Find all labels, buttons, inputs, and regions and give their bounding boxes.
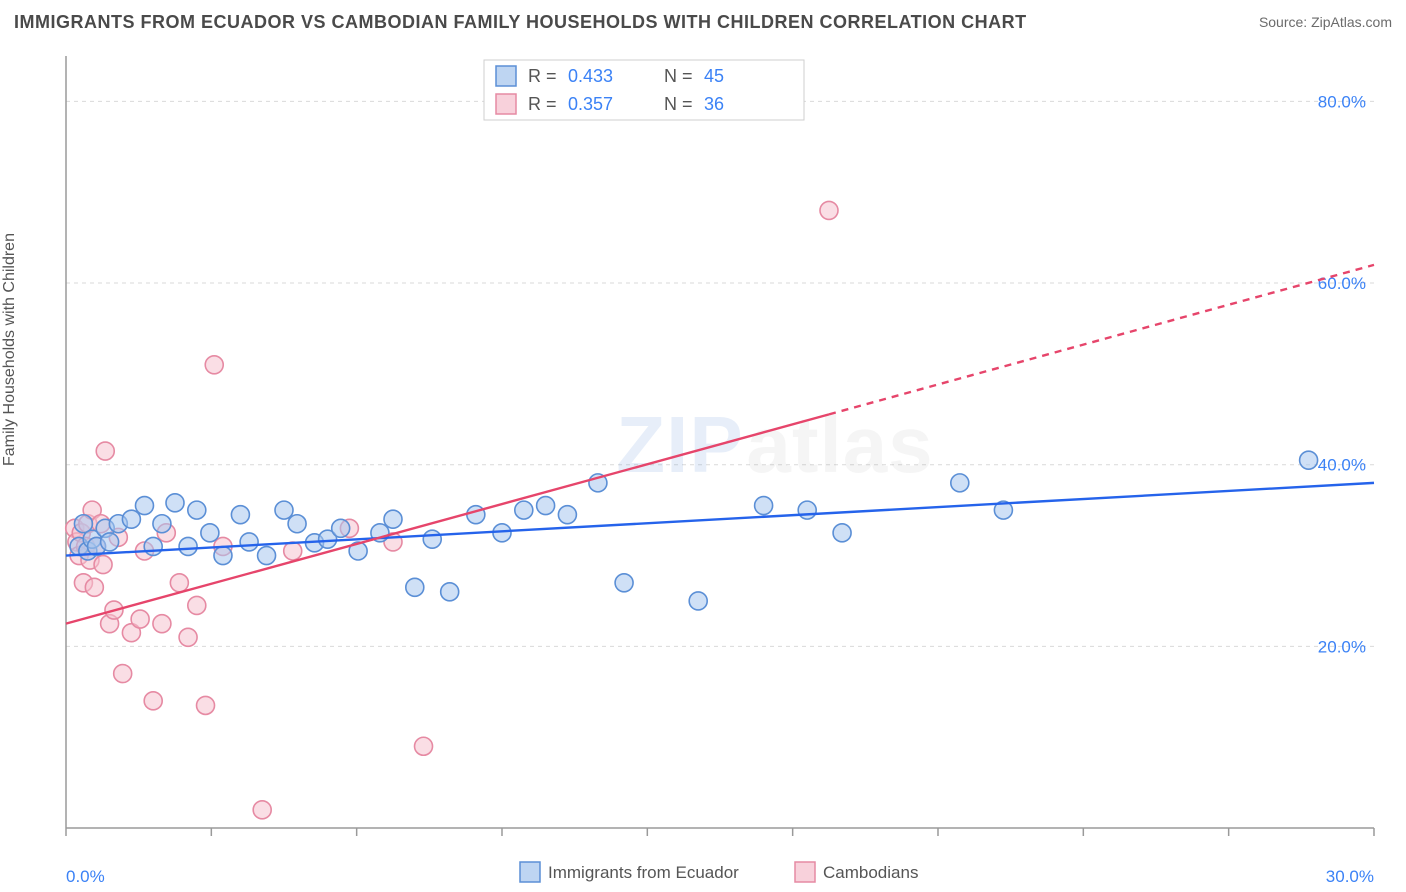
data-point-ecuador <box>288 515 306 533</box>
legend-n-value: 45 <box>704 66 724 86</box>
chart-svg: 20.0% 40.0% 60.0% 80.0% ZIPatlas 0.0% 30.0% R =… <box>14 46 1392 886</box>
data-point-ecuador <box>558 506 576 524</box>
data-point-cambodian <box>85 578 103 596</box>
data-point-ecuador <box>755 497 773 515</box>
correlation-chart: Family Households with Children 20.0%40.… <box>14 46 1392 886</box>
data-point-ecuador <box>231 506 249 524</box>
data-point-ecuador <box>1300 451 1318 469</box>
y-tick-label: 40.0% <box>1318 456 1366 475</box>
data-point-cambodian <box>820 201 838 219</box>
data-point-cambodian <box>188 596 206 614</box>
data-point-ecuador <box>188 501 206 519</box>
data-point-ecuador <box>101 533 119 551</box>
data-point-cambodian <box>197 696 215 714</box>
data-point-ecuador <box>122 510 140 528</box>
y-tick-label: 80.0% <box>1318 92 1366 111</box>
watermark: ZIP <box>616 400 743 489</box>
data-point-ecuador <box>166 494 184 512</box>
data-point-ecuador <box>332 519 350 537</box>
x-legend-label: Cambodians <box>823 863 918 882</box>
x-legend-swatch-ecuador <box>520 862 540 882</box>
source-label: Source: <box>1259 14 1311 30</box>
data-point-ecuador <box>689 592 707 610</box>
x-tick-label: 0.0% <box>66 867 105 886</box>
legend-n-value: 36 <box>704 94 724 114</box>
data-point-ecuador <box>951 474 969 492</box>
y-tick-label: 20.0% <box>1318 637 1366 656</box>
data-point-cambodian <box>153 615 171 633</box>
data-point-ecuador <box>153 515 171 533</box>
data-point-cambodian <box>94 556 112 574</box>
data-point-ecuador <box>406 578 424 596</box>
data-point-ecuador <box>275 501 293 519</box>
data-point-ecuador <box>144 537 162 555</box>
chart-title: IMMIGRANTS FROM ECUADOR VS CAMBODIAN FAM… <box>14 12 1027 32</box>
y-axis-label: Family Households with Children <box>1 233 19 466</box>
source-attribution: Source: ZipAtlas.com <box>1259 14 1392 30</box>
data-point-ecuador <box>179 537 197 555</box>
data-point-cambodian <box>284 542 302 560</box>
data-point-cambodian <box>253 801 271 819</box>
data-point-cambodian <box>205 356 223 374</box>
legend-n-label: N = <box>664 66 693 86</box>
data-point-cambodian <box>144 692 162 710</box>
data-point-cambodian <box>179 628 197 646</box>
legend-r-value: 0.433 <box>568 66 613 86</box>
data-point-ecuador <box>214 547 232 565</box>
legend-r-value: 0.357 <box>568 94 613 114</box>
data-point-cambodian <box>96 442 114 460</box>
data-point-ecuador <box>135 497 153 515</box>
data-point-ecuador <box>441 583 459 601</box>
legend-r-label: R = <box>528 66 557 86</box>
trendline-ecuador <box>66 483 1374 556</box>
x-legend-label: Immigrants from Ecuador <box>548 863 739 882</box>
data-point-ecuador <box>833 524 851 542</box>
y-tick-label: 60.0% <box>1318 274 1366 293</box>
legend-swatch-cambodian <box>496 94 516 114</box>
data-point-cambodian <box>415 737 433 755</box>
data-point-cambodian <box>131 610 149 628</box>
data-point-ecuador <box>615 574 633 592</box>
data-point-ecuador <box>258 547 276 565</box>
data-point-ecuador <box>384 510 402 528</box>
trendline-cambodian-dashed <box>829 265 1374 414</box>
data-point-ecuador <box>240 533 258 551</box>
data-point-cambodian <box>114 665 132 683</box>
legend-r-label: R = <box>528 94 557 114</box>
legend-n-label: N = <box>664 94 693 114</box>
data-point-ecuador <box>515 501 533 519</box>
legend-swatch-ecuador <box>496 66 516 86</box>
source-value: ZipAtlas.com <box>1311 14 1392 30</box>
data-point-ecuador <box>798 501 816 519</box>
data-point-ecuador <box>537 497 555 515</box>
watermark: atlas <box>746 400 933 489</box>
x-tick-label: 30.0% <box>1326 867 1374 886</box>
data-point-cambodian <box>170 574 188 592</box>
x-legend-swatch-cambodian <box>795 862 815 882</box>
data-point-ecuador <box>423 530 441 548</box>
data-point-ecuador <box>201 524 219 542</box>
